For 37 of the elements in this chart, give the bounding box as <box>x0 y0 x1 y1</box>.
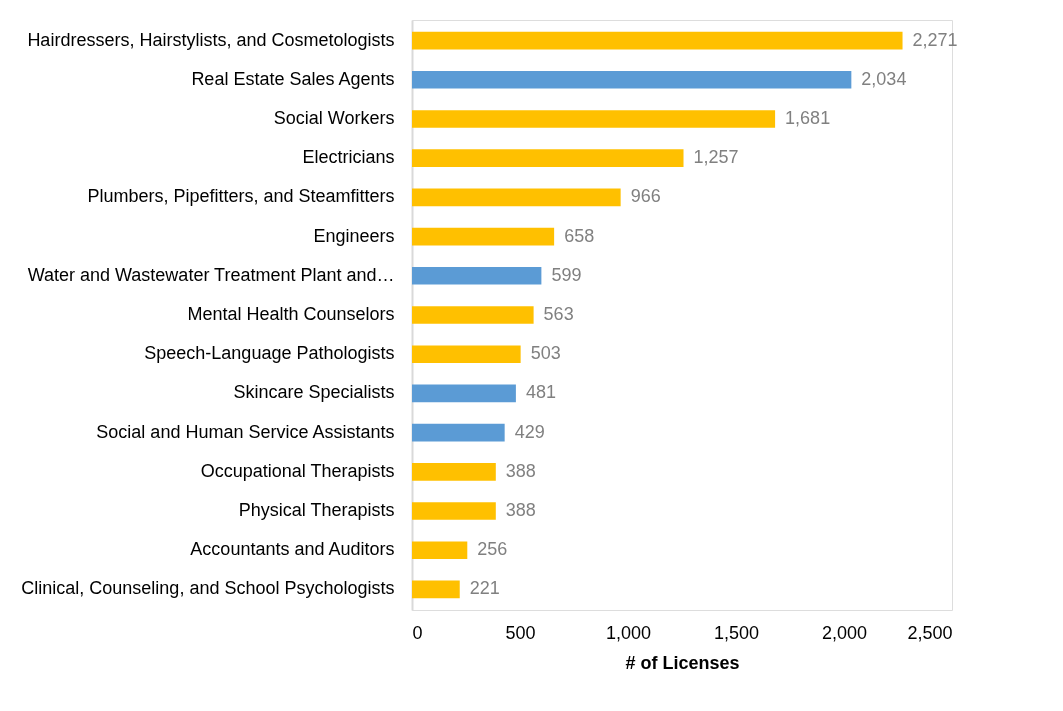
y-tick-label: Accountants and Auditors <box>190 539 395 560</box>
y-tick-label: Speech-Language Pathologists <box>144 343 395 364</box>
data-label: 1,681 <box>785 107 831 128</box>
y-tick-label: Real Estate Sales Agents <box>191 68 395 89</box>
data-label: 481 <box>525 382 556 403</box>
y-tick-label: Physical Therapists <box>238 500 395 521</box>
data-label: 2,034 <box>861 68 907 89</box>
x-tick-label: 2,500 <box>907 622 953 643</box>
y-tick-label: Hairdressers, Hairstylists, and Cosmetologists <box>27 29 395 50</box>
data-label: 388 <box>505 500 536 521</box>
x-tick-label: 2,000 <box>821 622 868 643</box>
y-tick-label: Social and Human Service Assistants <box>96 421 395 442</box>
x-axis-title: # of Licenses <box>625 652 740 673</box>
data-label: 966 <box>630 186 661 207</box>
x-tick-label: 1,500 <box>713 622 760 643</box>
data-label: 2,271 <box>912 29 958 50</box>
data-label: 599 <box>551 264 582 285</box>
data-label: 503 <box>530 343 561 364</box>
x-tick-label: 500 <box>505 622 536 643</box>
y-tick-label: Clinical, Counseling, and School Psychologists <box>21 578 395 599</box>
data-label: 1,257 <box>693 147 739 168</box>
y-tick-label: Occupational Therapists <box>200 460 395 481</box>
data-label: 256 <box>477 539 508 560</box>
y-tick-label: Plumbers, Pipefitters, and Steamfitters <box>87 186 395 207</box>
x-tick-label: 0 <box>412 622 423 643</box>
y-tick-label: Electricians <box>302 147 395 168</box>
y-tick-label: Engineers <box>313 225 395 246</box>
x-tick-label: 1,000 <box>605 622 652 643</box>
data-label: 658 <box>564 225 595 246</box>
data-label: 563 <box>543 304 574 324</box>
y-tick-label: Mental Health Counselors <box>187 304 395 324</box>
data-label: 429 <box>514 421 545 442</box>
data-label: 221 <box>469 578 500 599</box>
y-tick-label: Social Workers <box>273 107 395 128</box>
y-tick-label: Skincare Specialists <box>233 382 395 403</box>
y-tick-label: Water and Wastewater Treatment Plant and… <box>27 264 395 285</box>
data-label: 388 <box>505 460 536 481</box>
